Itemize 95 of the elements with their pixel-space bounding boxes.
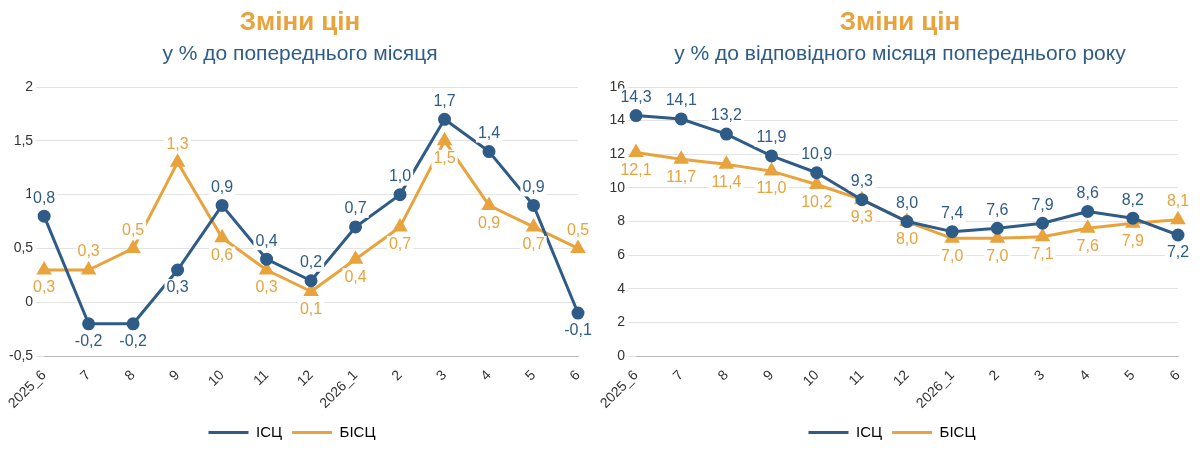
x-tick-label: 5 <box>1120 366 1138 384</box>
data-label: 14,3 <box>620 88 652 105</box>
data-label: 0,8 <box>33 188 56 206</box>
data-label: 11,0 <box>756 179 787 197</box>
data-label: 0,7 <box>522 235 545 253</box>
data-label: 0,3 <box>77 242 100 260</box>
x-tick-label: 4 <box>477 366 495 384</box>
data-label: 0,9 <box>477 213 501 231</box>
data-label: -0,1 <box>564 321 592 339</box>
x-tick-label: 3 <box>1030 366 1048 384</box>
data-label: 7,0 <box>941 246 964 264</box>
data-label: 8,2 <box>1121 190 1145 208</box>
chart-subtitle: у % до відповідного місяця попереднього року <box>673 41 1127 65</box>
data-label: 0,4 <box>344 267 367 285</box>
x-tick-label: 3 <box>432 366 450 384</box>
x-tick-label: 9 <box>759 366 777 384</box>
data-label: 12,1 <box>620 161 652 178</box>
x-tick-label: 8 <box>714 366 732 384</box>
data-label: 7,0 <box>986 246 1009 264</box>
x-tick-label: 10 <box>204 366 228 389</box>
data-label: 1,4 <box>477 123 501 141</box>
x-tick-label: 11 <box>249 366 272 389</box>
y-tick-label: 8 <box>617 212 626 229</box>
x-tick-label: 12 <box>889 366 913 389</box>
y-tick-label: 4 <box>617 279 626 296</box>
data-label: 1,7 <box>433 91 456 109</box>
data-label: 0,7 <box>344 199 367 217</box>
data-label: 0,5 <box>121 220 145 238</box>
x-tick-label: 9 <box>165 366 183 384</box>
x-tick-label: 7 <box>669 366 687 384</box>
x-tick-label: 6 <box>1166 366 1183 384</box>
y-tick-label: -0,5 <box>9 346 34 363</box>
legend-label: БІСЦ <box>339 422 376 440</box>
y-tick-label: 1,5 <box>13 131 34 148</box>
data-label: 7,2 <box>1166 243 1190 261</box>
data-label: 11,7 <box>666 167 697 185</box>
y-tick-label: 10 <box>609 178 626 195</box>
data-label: -0,2 <box>74 332 103 350</box>
x-tick-label: 7 <box>76 366 94 384</box>
data-label: 7,9 <box>1121 231 1145 249</box>
y-tick-label: 0 <box>617 346 626 363</box>
data-label: 8,1 <box>1166 192 1190 210</box>
data-label: 0,7 <box>388 235 412 253</box>
x-tick-label: 4 <box>1075 366 1093 384</box>
x-tick-label: 5 <box>521 366 539 384</box>
legend-label: ІСЦ <box>255 422 283 440</box>
data-label: 0,3 <box>33 278 56 296</box>
data-label: 0,3 <box>255 278 278 296</box>
data-label: 1,5 <box>433 149 456 167</box>
data-label: 0,6 <box>210 246 234 264</box>
x-tick-label: 11 <box>845 366 867 389</box>
data-label: 14,1 <box>665 91 697 109</box>
data-label: 10,2 <box>801 192 833 210</box>
chart-subtitle: у % до попереднього місяця <box>161 41 439 65</box>
y-tick-label: 14 <box>609 111 626 128</box>
data-label: 8,6 <box>1076 183 1099 201</box>
data-label: 7,6 <box>1076 236 1099 254</box>
data-label: 0,9 <box>522 177 545 195</box>
y-tick-label: 12 <box>609 145 626 162</box>
y-tick-label: 0,5 <box>13 239 34 256</box>
x-tick-label: 12 <box>293 366 317 389</box>
data-label: 8,0 <box>895 229 919 247</box>
data-label: 13,2 <box>710 106 743 124</box>
data-label: 7,9 <box>1031 195 1054 213</box>
data-label: 0,3 <box>166 278 189 296</box>
data-label: 0,9 <box>210 177 234 195</box>
x-tick-label: 8 <box>121 366 139 384</box>
x-tick-label: 6 <box>566 366 583 384</box>
data-label: 0,1 <box>299 299 323 317</box>
data-label: 7,4 <box>941 204 964 222</box>
data-label: 10,9 <box>801 145 833 163</box>
data-label: 11,4 <box>711 172 742 190</box>
y-tick-label: 2 <box>25 77 34 94</box>
data-label: 11,9 <box>756 128 787 146</box>
y-tick-label: 2 <box>617 313 626 330</box>
x-tick-label: 2 <box>388 366 406 384</box>
data-label: 0,2 <box>299 253 323 271</box>
chart-title: Зміни цін <box>238 6 362 37</box>
legend-label: БІСЦ <box>939 422 976 440</box>
legend-label: ІСЦ <box>855 422 883 440</box>
data-label: 9,3 <box>850 208 874 226</box>
data-label: 0,5 <box>566 220 590 238</box>
data-label: -0,2 <box>119 332 147 350</box>
data-label: 1,0 <box>388 167 412 185</box>
y-tick-label: 0 <box>25 293 34 310</box>
data-label: 7,1 <box>1031 245 1054 263</box>
data-label: 9,3 <box>850 172 874 190</box>
data-label: 1,3 <box>166 134 189 152</box>
data-label: 0,4 <box>255 231 278 249</box>
chart-title: Зміни цін <box>838 6 962 37</box>
x-tick-label: 2 <box>985 366 1003 384</box>
x-tick-label: 10 <box>799 366 822 389</box>
data-label: 8,0 <box>895 193 919 211</box>
data-label: 7,6 <box>986 200 1009 218</box>
y-tick-label: 6 <box>617 246 626 263</box>
